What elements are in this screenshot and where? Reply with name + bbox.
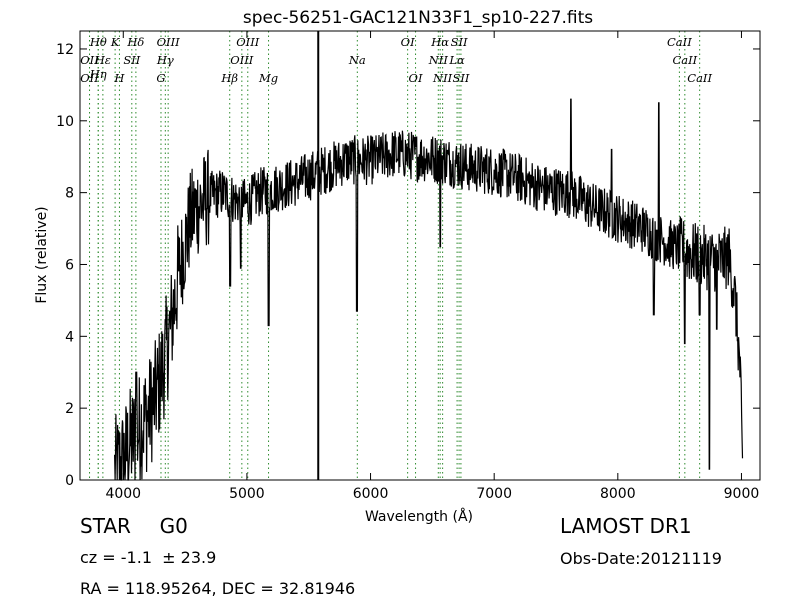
spectral-line-markers: [89, 31, 701, 480]
y-tick-label: 4: [65, 329, 74, 345]
object-class-text: STAR: [80, 514, 131, 538]
spectral-line-label: Hα: [430, 35, 449, 49]
chart-title: spec-56251-GAC121N33F1_sp10-227.fits: [243, 8, 593, 28]
spectral-line-label: CaII: [672, 53, 697, 67]
spectral-line-label: Mg: [258, 71, 278, 85]
x-tick-label: 9000: [724, 486, 760, 502]
spectral-line-label: OIII: [157, 35, 181, 49]
y-tick-label: 0: [65, 473, 74, 489]
spectral-line-label: SII: [451, 35, 468, 49]
plot-frame: [79, 30, 761, 481]
x-tick-label: 7000: [476, 486, 512, 502]
spectrum-line: [114, 98, 744, 481]
object-class: STAR G0: [80, 514, 188, 538]
x-axis-label: Wavelength (Å): [365, 508, 473, 525]
x-axis-ticks: 4000 5000 6000 7000 8000 9000: [105, 31, 759, 502]
spectral-line-label: OI: [409, 71, 423, 85]
y-axis-label: Flux (relative): [34, 206, 50, 303]
spectral-line-label: OII: [80, 71, 99, 85]
spectral-line-label: SII: [123, 53, 140, 67]
spectral-line-label: OII: [80, 53, 99, 67]
spectral-line-label: NII: [432, 71, 453, 85]
y-axis-ticks: 0 2 4 6 8 10 12: [56, 42, 760, 489]
spectral-line-label: NII: [428, 53, 449, 67]
spectral-line-label: Hβ: [220, 71, 238, 85]
spectral-line-label: Hθ: [89, 35, 107, 49]
spectral-line-label: Lα: [448, 53, 465, 67]
object-subclass: G0: [159, 514, 188, 538]
x-tick-label: 6000: [353, 486, 389, 502]
spectral-line-label: OIII: [236, 35, 260, 49]
spectral-line-label: Hη: [89, 67, 107, 81]
spectral-line-label: Hγ: [156, 53, 174, 67]
coordinates: RA = 118.95264, DEC = 32.81946: [80, 579, 356, 598]
spectral-line-label: K: [110, 35, 121, 49]
x-tick-label: 4000: [105, 486, 141, 502]
spectral-line-label: G: [156, 71, 165, 85]
spectral-line-label: H: [113, 71, 125, 85]
spectral-line-label: CaII: [667, 35, 692, 49]
spectral-line-label: Hε: [94, 53, 111, 67]
spectral-line-label: CaII: [687, 71, 712, 85]
x-tick-label: 8000: [600, 486, 636, 502]
y-tick-label: 2: [65, 401, 74, 417]
survey-name: LAMOST DR1: [560, 514, 692, 538]
spectral-line-label: OIII: [230, 53, 254, 67]
y-tick-label: 6: [65, 257, 74, 273]
spectral-line-label: OI: [401, 35, 415, 49]
y-tick-label: 12: [56, 42, 74, 58]
spectral-line-label: SII: [452, 71, 469, 85]
observation-date: Obs-Date:20121119: [560, 549, 722, 568]
y-tick-label: 8: [65, 186, 74, 202]
x-tick-label: 5000: [229, 486, 265, 502]
spectral-line-label: Na: [348, 53, 366, 67]
y-tick-label: 10: [56, 114, 74, 130]
spectral-line-label: Hδ: [126, 35, 144, 49]
redshift-info: cz = -1.1 ± 23.9: [80, 548, 217, 567]
